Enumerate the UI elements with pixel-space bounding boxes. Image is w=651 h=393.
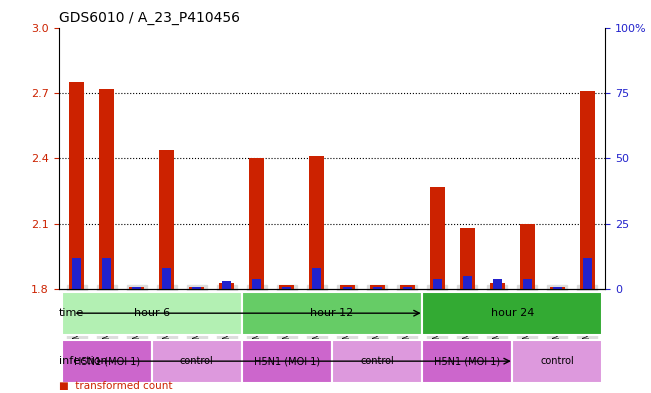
Bar xyxy=(219,283,234,289)
FancyBboxPatch shape xyxy=(512,340,602,383)
Bar xyxy=(249,158,264,289)
Bar xyxy=(223,281,231,289)
FancyBboxPatch shape xyxy=(422,340,512,383)
Text: control: control xyxy=(360,356,394,366)
Bar xyxy=(283,286,292,289)
Text: infection: infection xyxy=(59,356,108,366)
FancyBboxPatch shape xyxy=(62,340,152,383)
Bar xyxy=(493,279,502,289)
Text: H5N1 (MOI 1): H5N1 (MOI 1) xyxy=(434,356,500,366)
FancyBboxPatch shape xyxy=(242,340,332,383)
Bar xyxy=(189,287,204,289)
Bar xyxy=(253,279,262,289)
Bar xyxy=(132,286,141,289)
Bar xyxy=(460,228,475,289)
FancyBboxPatch shape xyxy=(422,292,602,335)
Bar xyxy=(402,286,411,289)
FancyBboxPatch shape xyxy=(242,292,422,335)
Text: control: control xyxy=(180,356,214,366)
Bar xyxy=(519,224,535,289)
FancyBboxPatch shape xyxy=(332,340,422,383)
Bar xyxy=(309,156,324,289)
Bar xyxy=(580,91,595,289)
Text: time: time xyxy=(59,308,85,318)
Text: hour 12: hour 12 xyxy=(311,308,353,318)
Bar xyxy=(463,276,472,289)
Bar xyxy=(69,82,84,289)
Bar xyxy=(490,283,505,289)
Bar xyxy=(159,150,174,289)
Bar xyxy=(523,279,532,289)
Bar xyxy=(342,286,352,289)
Bar xyxy=(192,286,201,289)
Bar xyxy=(312,268,322,289)
Bar xyxy=(162,268,171,289)
Bar xyxy=(550,287,565,289)
Text: hour 24: hour 24 xyxy=(491,308,534,318)
Bar xyxy=(129,287,145,289)
Bar xyxy=(430,187,445,289)
Bar xyxy=(102,258,111,289)
Text: H5N1 (MOI 1): H5N1 (MOI 1) xyxy=(254,356,320,366)
Bar xyxy=(433,279,441,289)
Bar xyxy=(583,258,592,289)
Bar xyxy=(72,258,81,289)
Bar xyxy=(553,286,562,289)
Bar xyxy=(370,285,385,289)
Bar xyxy=(340,285,355,289)
Bar xyxy=(372,286,381,289)
Bar xyxy=(400,285,415,289)
FancyBboxPatch shape xyxy=(152,340,242,383)
Text: hour 6: hour 6 xyxy=(133,308,170,318)
Text: GDS6010 / A_23_P410456: GDS6010 / A_23_P410456 xyxy=(59,11,240,25)
Text: H5N1 (MOI 1): H5N1 (MOI 1) xyxy=(74,356,140,366)
Bar xyxy=(279,285,294,289)
Bar xyxy=(99,88,114,289)
Text: control: control xyxy=(540,356,574,366)
FancyBboxPatch shape xyxy=(62,292,242,335)
Text: ■  transformed count: ■ transformed count xyxy=(59,381,172,391)
